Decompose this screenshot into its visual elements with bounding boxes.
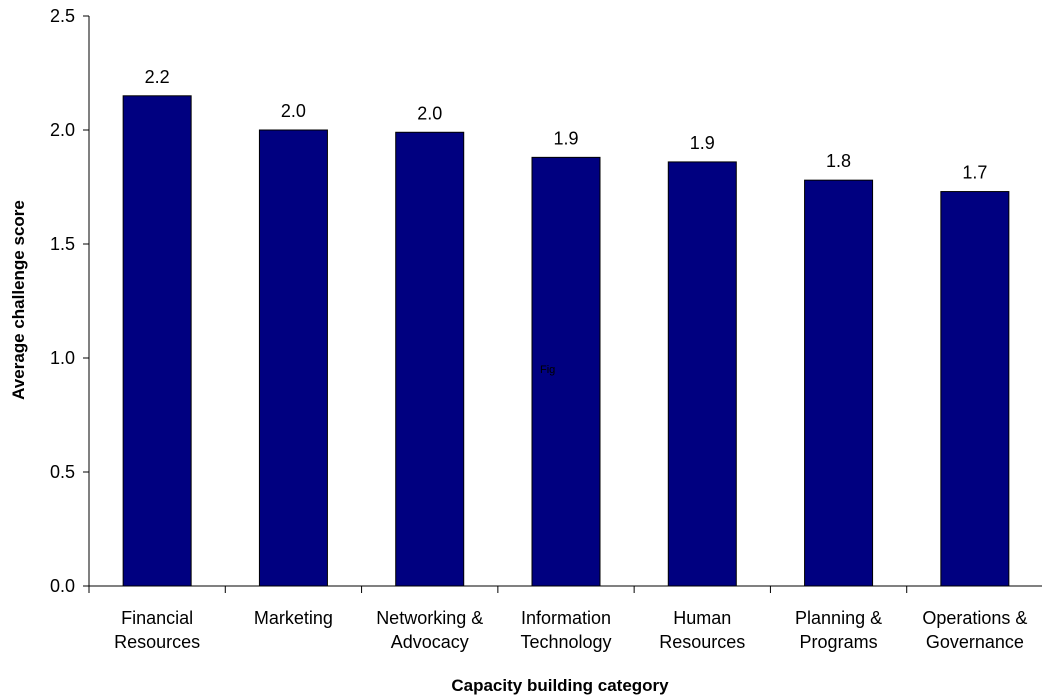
- y-axis-ticks: 0.0 0.5 1.0 1.5 2.0 2.5: [50, 6, 89, 596]
- x-category-label: Human: [673, 608, 731, 628]
- x-category-label: Marketing: [254, 608, 333, 628]
- bar: [395, 131, 465, 587]
- bar: [667, 161, 737, 587]
- y-tick-label: 2.5: [50, 6, 75, 26]
- x-category-label: Information: [521, 608, 611, 628]
- y-tick-label: 1.5: [50, 234, 75, 254]
- y-tick-label: 0.5: [50, 462, 75, 482]
- data-label: 1.9: [690, 133, 715, 153]
- x-category-label: Financial: [121, 608, 193, 628]
- x-category-label: Networking &: [376, 608, 483, 628]
- data-label: 1.9: [553, 128, 578, 148]
- bar: [122, 95, 192, 587]
- x-category-label: Planning &: [795, 608, 882, 628]
- x-category-label: Governance: [926, 632, 1024, 652]
- x-axis-title: Capacity building category: [451, 676, 669, 695]
- x-category-label: Programs: [800, 632, 878, 652]
- y-tick-label: 1.0: [50, 348, 75, 368]
- bar: [804, 179, 874, 587]
- x-category-label: Operations &: [922, 608, 1027, 628]
- data-label: 2.0: [417, 103, 442, 123]
- data-label: 1.8: [826, 151, 851, 171]
- annotation-label: Fig: [540, 364, 555, 376]
- bars: [122, 95, 1010, 587]
- x-category-label: Resources: [659, 632, 745, 652]
- y-axis-title: Average challenge score: [9, 200, 28, 400]
- x-category-label: Resources: [114, 632, 200, 652]
- data-labels: 2.2 2.0 2.0 1.9 1.9 1.8 1.7: [145, 67, 988, 183]
- x-category-label: Advocacy: [391, 632, 469, 652]
- x-axis-ticks: Financial Resources Marketing Networking & A…: [88, 586, 1027, 652]
- bar: [940, 191, 1010, 587]
- data-label: 1.7: [962, 163, 987, 183]
- bar: [258, 129, 328, 587]
- y-tick-label: 0.0: [50, 576, 75, 596]
- x-category-label: Technology: [520, 632, 611, 652]
- data-label: 2.2: [145, 67, 170, 87]
- data-label: 2.0: [281, 101, 306, 121]
- y-tick-label: 2.0: [50, 120, 75, 140]
